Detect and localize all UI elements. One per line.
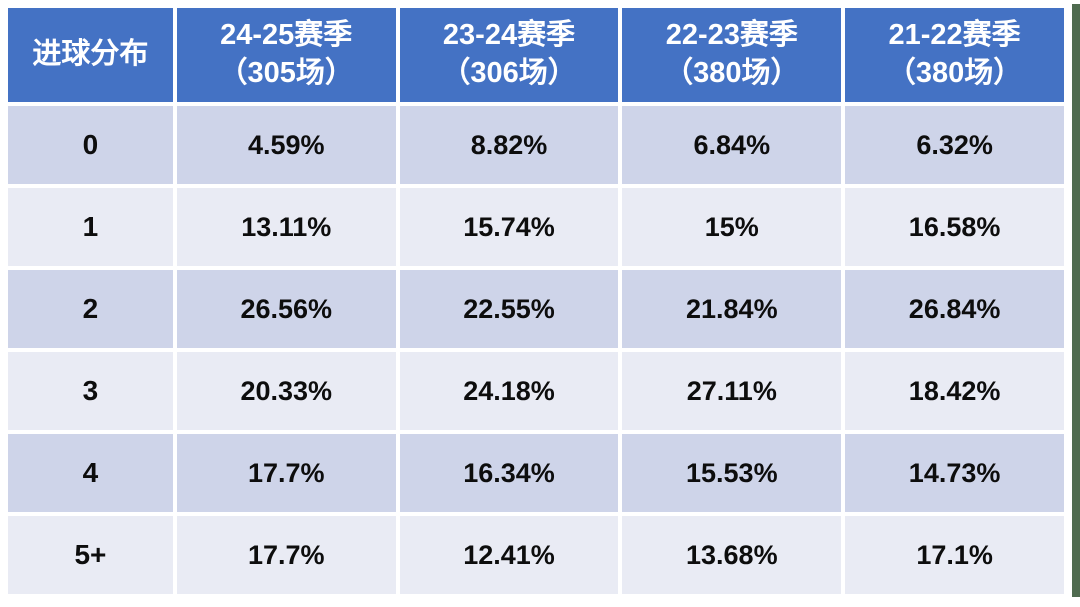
column-header-season-24-25: 24-25赛季 （305场） — [176, 8, 396, 102]
column-header-season-21-22: 21-22赛季 （380场） — [845, 8, 1064, 102]
value-cell: 13.11% — [176, 188, 396, 266]
season-name: 23-24赛季 — [442, 19, 576, 52]
value-cell: 26.84% — [845, 270, 1064, 348]
value-cell: 13.68% — [622, 516, 842, 594]
value-cell: 21.84% — [622, 270, 842, 348]
season-name: 24-25赛季 — [220, 19, 353, 52]
season-name: 22-23赛季 — [665, 19, 798, 52]
corner-header-cell: 进球分布 — [8, 8, 173, 102]
value-cell: 8.82% — [399, 106, 619, 184]
value-cell: 15% — [622, 188, 842, 266]
value-cell: 20.33% — [176, 352, 396, 430]
value-cell: 22.55% — [399, 270, 619, 348]
season-name: 21-22赛季 — [888, 19, 1021, 52]
row-label-cell: 2 — [8, 270, 173, 348]
value-cell: 15.74% — [399, 188, 619, 266]
value-cell: 17.1% — [845, 516, 1064, 594]
table-row-goals-2: 2 26.56% 22.55% 21.84% 26.84% — [8, 270, 1064, 348]
season-matches: （306场） — [441, 57, 577, 89]
column-header-season-22-23: 22-23赛季 （380场） — [622, 8, 842, 102]
row-label-cell: 0 — [8, 106, 173, 184]
row-label-cell: 4 — [8, 434, 173, 512]
row-label-cell: 1 — [8, 188, 173, 266]
season-matches: （380场） — [886, 57, 1023, 89]
value-cell: 17.7% — [176, 516, 396, 594]
table-row-goals-4: 4 17.7% 16.34% 15.53% 14.73% — [8, 434, 1064, 512]
header-row: 进球分布 24-25赛季 （305场） 23-24赛季 （306场） 22-23… — [8, 8, 1064, 102]
row-label-cell: 5+ — [8, 516, 173, 594]
value-cell: 16.58% — [845, 188, 1064, 266]
value-cell: 6.32% — [845, 106, 1064, 184]
value-cell: 16.34% — [399, 434, 619, 512]
season-matches: （380场） — [664, 57, 800, 89]
value-cell: 4.59% — [176, 106, 396, 184]
value-cell: 14.73% — [845, 434, 1064, 512]
right-edge-background-strip — [1072, 4, 1080, 597]
table-row-goals-5plus: 5+ 17.7% 12.41% 13.68% 17.1% — [8, 516, 1064, 594]
value-cell: 24.18% — [399, 352, 619, 430]
table-row-goals-3: 3 20.33% 24.18% 27.11% 18.42% — [8, 352, 1064, 430]
goal-distribution-table: 进球分布 24-25赛季 （305场） 23-24赛季 （306场） 22-23… — [4, 4, 1068, 598]
value-cell: 18.42% — [845, 352, 1064, 430]
value-cell: 17.7% — [176, 434, 396, 512]
column-header-season-23-24: 23-24赛季 （306场） — [399, 8, 619, 102]
season-matches: （305场） — [218, 57, 354, 89]
value-cell: 6.84% — [622, 106, 842, 184]
table-row-goals-1: 1 13.11% 15.74% 15% 16.58% — [8, 188, 1064, 266]
value-cell: 12.41% — [399, 516, 619, 594]
corner-header-label: 进球分布 — [32, 38, 149, 71]
value-cell: 27.11% — [622, 352, 842, 430]
value-cell: 26.56% — [176, 270, 396, 348]
row-label-cell: 3 — [8, 352, 173, 430]
table-row-goals-0: 0 4.59% 8.82% 6.84% 6.32% — [8, 106, 1064, 184]
value-cell: 15.53% — [622, 434, 842, 512]
